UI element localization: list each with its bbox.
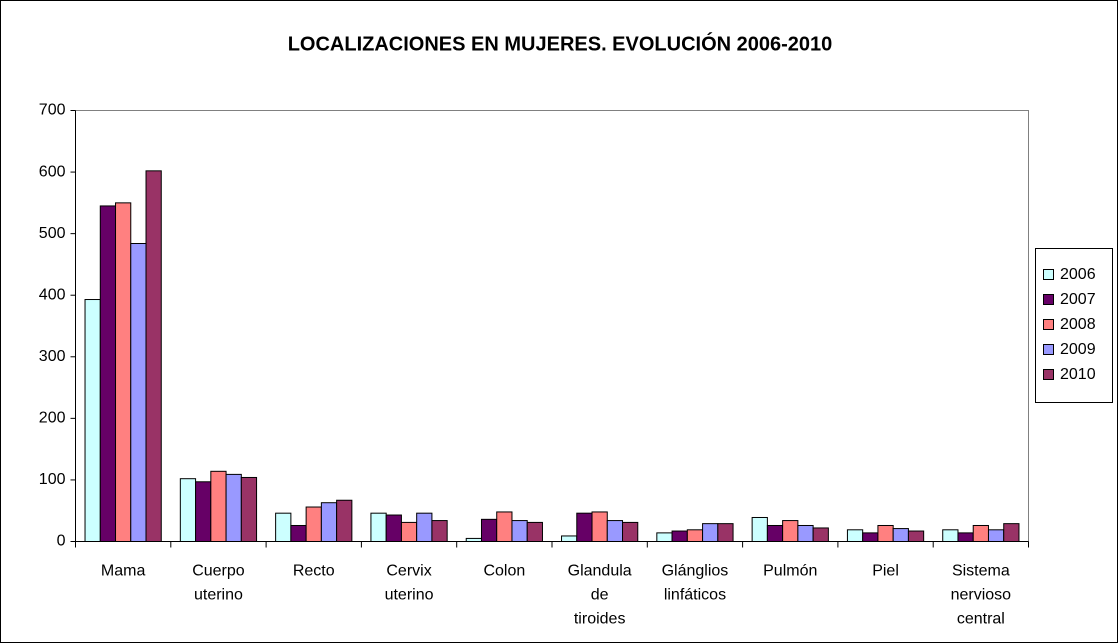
legend-swatch [1043, 294, 1054, 305]
y-tick-label: 200 [39, 410, 66, 427]
legend-label: 2010 [1060, 366, 1096, 383]
bar [797, 524, 814, 543]
bar [782, 520, 799, 543]
bar [84, 299, 101, 542]
bar [225, 473, 242, 542]
bar [686, 529, 704, 543]
bar [210, 470, 227, 542]
bar [907, 530, 925, 542]
bar [115, 202, 132, 542]
bar [240, 476, 258, 543]
x-tick-label: Cervix uterino [385, 563, 434, 604]
legend-label: 2009 [1060, 341, 1096, 358]
bar [496, 511, 513, 542]
bar [1003, 523, 1020, 543]
legend-swatch [1043, 369, 1054, 380]
bar [671, 530, 688, 542]
bar [370, 512, 387, 542]
bar [400, 521, 418, 542]
bar [290, 524, 307, 543]
legend-swatch [1043, 269, 1054, 280]
bar [195, 481, 212, 543]
chart-title: LOCALIZACIONES EN MUJERES. EVOLUCIÓN 200… [288, 31, 833, 55]
bar [862, 532, 879, 543]
x-tick-label: Mama [101, 563, 146, 580]
bar [702, 523, 719, 543]
y-tick-label: 400 [39, 286, 66, 303]
bar [656, 532, 673, 543]
x-tick-label: Piel [872, 563, 899, 580]
bar [877, 524, 894, 543]
x-tick-label: Colon [483, 563, 525, 580]
bar [511, 520, 528, 543]
bar [275, 512, 292, 542]
bar [336, 499, 353, 542]
bar [431, 520, 448, 543]
bar [385, 514, 402, 543]
x-tick-label: Pulmón [763, 563, 817, 580]
bar [305, 506, 322, 542]
bar [99, 205, 117, 543]
legend-label: 2006 [1060, 266, 1096, 283]
bar [465, 537, 482, 543]
bar [480, 518, 498, 543]
x-tick-label: Sistema nervioso central [951, 563, 1012, 628]
bar [717, 523, 734, 543]
bar [606, 520, 624, 543]
y-tick-label: 700 [39, 102, 66, 119]
bar [130, 242, 147, 542]
bar [320, 502, 338, 542]
bar [957, 532, 974, 543]
bar [622, 521, 639, 542]
bar [846, 529, 864, 543]
legend-label: 2007 [1060, 291, 1096, 308]
bar [416, 512, 433, 542]
bar [972, 524, 989, 543]
legend-swatch [1043, 344, 1054, 355]
bar [942, 529, 959, 543]
bar [561, 535, 578, 542]
bar [766, 524, 784, 543]
bar [179, 478, 197, 542]
bar [892, 528, 909, 543]
x-tick-label: Glánglios linfáticos [662, 563, 729, 604]
legend-swatch [1043, 319, 1054, 330]
y-tick-label: 500 [39, 225, 66, 242]
bar [987, 529, 1005, 543]
bar [812, 527, 829, 542]
y-tick-label: 0 [57, 533, 66, 550]
y-tick-label: 300 [39, 348, 66, 365]
x-tick-label: Glandula de tiroides [568, 563, 632, 628]
x-tick-label: Cuerpo uterino [192, 563, 245, 604]
bar [145, 170, 162, 542]
bar [591, 511, 608, 542]
y-tick-label: 100 [39, 471, 66, 488]
bar [751, 516, 768, 542]
bar [526, 521, 543, 542]
x-tick-label: Recto [293, 563, 335, 580]
legend-label: 2008 [1060, 316, 1096, 333]
bar [576, 512, 593, 542]
y-tick-label: 600 [39, 163, 66, 180]
